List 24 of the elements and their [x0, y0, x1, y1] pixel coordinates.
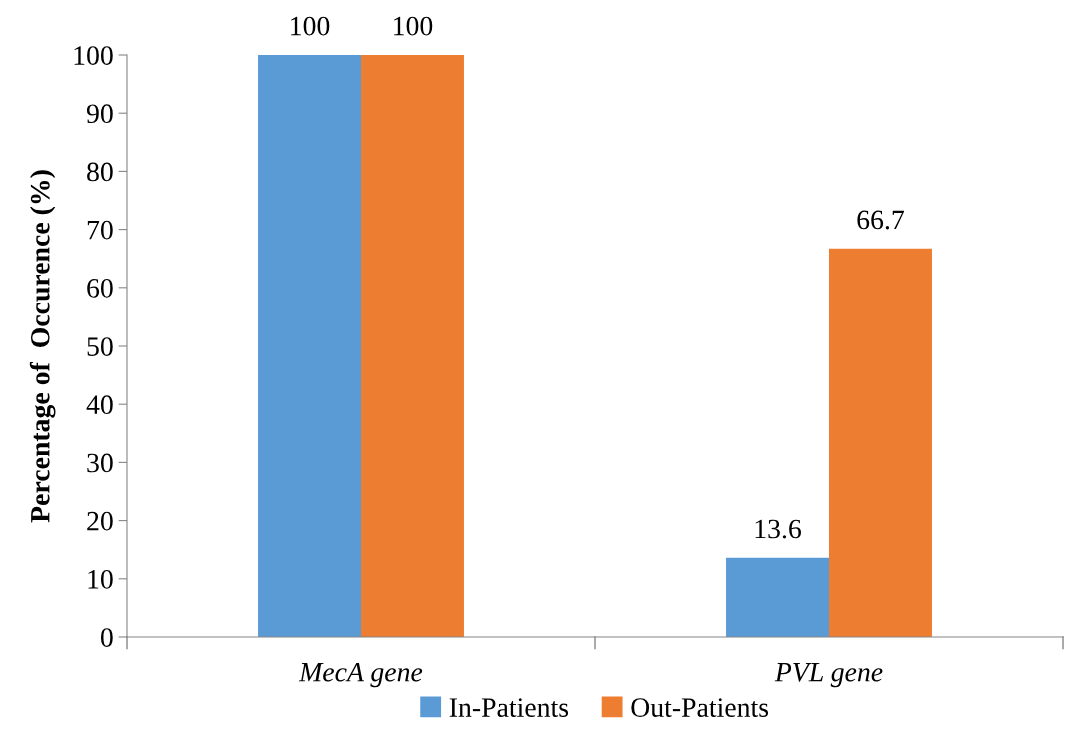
y-tick-label: 50 [87, 337, 113, 356]
y-tick-label: 90 [86, 104, 113, 124]
y-tick-label: 80 [87, 162, 113, 182]
y-tick-label: 20 [87, 511, 113, 531]
y-tick-label: 30 [87, 453, 113, 473]
x-tick-label: MecA gene [298, 662, 423, 688]
data-label: 100 [394, 16, 433, 36]
y-tick-label: 60 [87, 278, 113, 298]
y-tick-label: 0 [100, 628, 113, 647]
data-label: 100 [291, 16, 330, 36]
bar [361, 55, 464, 637]
y-axis-title: Percentage of Occurence (%) [29, 170, 56, 523]
bar [726, 557, 829, 637]
bar [829, 248, 932, 637]
data-label: 13.6 [755, 519, 801, 539]
legend-label: Out-Patients [631, 698, 769, 717]
x-tick-label: PVL gene [774, 663, 883, 688]
y-tick-label: 40 [86, 395, 113, 415]
y-tick-label: 70 [87, 220, 113, 240]
legend-label: In-Patients [449, 698, 569, 717]
bar [258, 55, 361, 637]
data-label: 66.7 [857, 210, 904, 230]
y-tick-label: 10 [88, 569, 113, 589]
y-tick-label: 100 [74, 46, 113, 65]
